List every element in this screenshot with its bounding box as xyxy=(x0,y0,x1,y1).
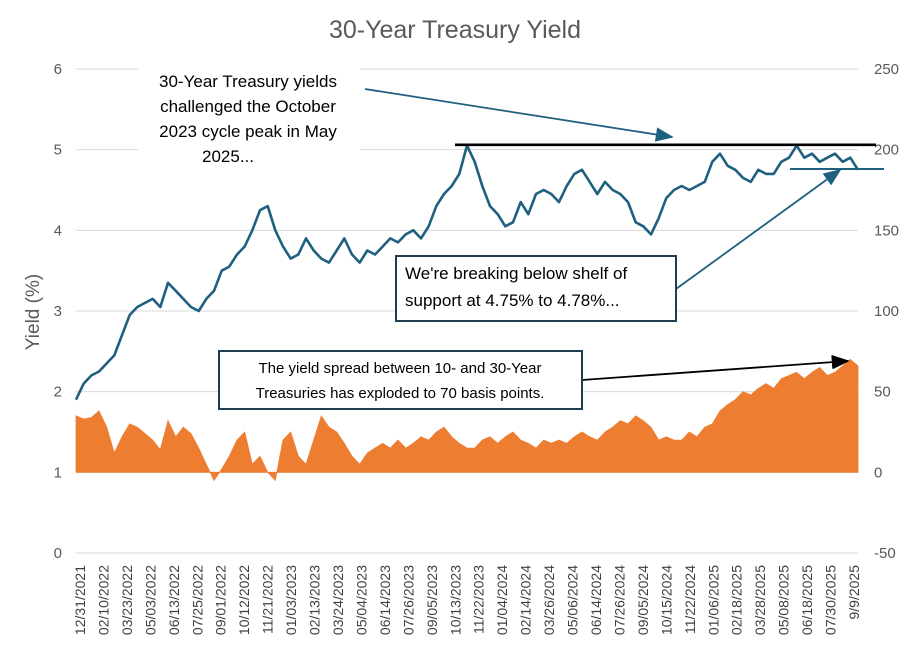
annotation-arrow-support xyxy=(675,168,842,290)
y2-tick-label: 200 xyxy=(874,142,899,159)
x-tick-label: 07/26/2024 xyxy=(611,565,627,635)
x-tick-label: 06/13/2022 xyxy=(166,565,182,635)
x-tick-label: 01/06/2025 xyxy=(705,565,721,635)
x-tick-label: 02/10/2022 xyxy=(95,565,111,635)
reference-lines xyxy=(455,143,884,171)
x-tick-label: 02/14/2024 xyxy=(518,565,534,635)
chart-title: 30-Year Treasury Yield xyxy=(329,16,581,44)
annotation-peak-line4: 2025... xyxy=(202,147,254,166)
spread-area-fill xyxy=(75,358,859,482)
x-tick-label: 07/25/2022 xyxy=(189,565,205,635)
x-tick-label: 12/31/2021 xyxy=(72,565,88,635)
x-tick-label: 09/05/2023 xyxy=(424,565,440,635)
x-tick-label: 05/03/2022 xyxy=(142,565,158,635)
annotation-arrow-spread xyxy=(581,354,850,381)
x-tick-label: 03/23/2022 xyxy=(119,565,135,635)
left-axis-ticks: 0 1 2 3 4 5 6 xyxy=(54,61,62,562)
y2-tick-label: 0 xyxy=(874,464,882,481)
y-tick-label: 5 xyxy=(54,142,62,159)
y-axis-label: Yield (%) xyxy=(23,274,44,350)
x-tick-label: 11/22/2024 xyxy=(682,565,698,634)
y2-tick-label: 100 xyxy=(874,303,899,320)
x-tick-label: 06/18/2025 xyxy=(799,565,815,635)
x-tick-label: 02/18/2025 xyxy=(729,565,745,635)
annotation-peak-line1: 30-Year Treasury yields xyxy=(159,72,337,91)
x-tick-label: 03/24/2023 xyxy=(330,565,346,635)
x-tick-label: 10/13/2023 xyxy=(447,565,463,635)
spread-area xyxy=(75,358,859,482)
annotation-spread-line2: Treasuries has exploded to 70 basis poin… xyxy=(256,385,545,402)
x-tick-label: 01/03/2023 xyxy=(283,565,299,635)
x-axis-ticks: 12/31/2021 02/10/2022 03/23/2022 05/03/2022… xyxy=(72,565,862,635)
x-tick-label: 03/26/2024 xyxy=(541,565,557,635)
x-tick-label: 05/06/2024 xyxy=(565,565,581,635)
annotation-peak-line3: 2023 cycle peak in May xyxy=(159,122,337,141)
x-tick-label: 03/28/2025 xyxy=(752,565,768,635)
x-tick-label: 01/04/2024 xyxy=(494,565,510,635)
x-tick-label: 07/26/2023 xyxy=(400,565,416,635)
annotation-support-line2: support at 4.75% to 4.78%... xyxy=(405,291,620,310)
y-tick-label: 0 xyxy=(54,545,62,562)
x-tick-label: 05/04/2023 xyxy=(353,565,369,635)
x-tick-label: 10/15/2024 xyxy=(658,565,674,635)
x-tick-label: 07/30/2025 xyxy=(823,565,839,635)
annotation-spread-line1: The yield spread between 10- and 30-Year xyxy=(259,360,542,377)
x-tick-label: 05/08/2025 xyxy=(776,565,792,635)
y-tick-label: 3 xyxy=(54,303,62,320)
y-tick-label: 4 xyxy=(54,222,62,239)
annotation-arrow-peak xyxy=(364,88,674,142)
annotation-support-line1: We're breaking below shelf of xyxy=(405,264,627,283)
x-tick-label: 09/05/2024 xyxy=(635,565,651,635)
right-axis-ticks: -50 0 50 100 150 200 250 xyxy=(874,61,899,562)
x-tick-label: 02/13/2023 xyxy=(307,565,323,635)
annotation-peak-line2: challenged the October xyxy=(160,97,336,116)
y-tick-label: 1 xyxy=(54,464,62,481)
y2-tick-label: 50 xyxy=(874,384,891,401)
y2-tick-label: -50 xyxy=(874,545,896,562)
x-tick-label: 10/12/2022 xyxy=(236,565,252,635)
annotation-box-support xyxy=(395,255,677,322)
x-tick-label: 11/22/2023 xyxy=(471,565,487,634)
annotation-box-spread xyxy=(218,350,583,410)
y-tick-label: 6 xyxy=(54,61,62,78)
x-tick-label: 09/01/2022 xyxy=(213,565,229,635)
x-tick-label: 11/21/2022 xyxy=(260,565,276,634)
annotation-box-peak xyxy=(138,66,360,170)
y-tick-label: 2 xyxy=(54,384,62,401)
y2-tick-label: 250 xyxy=(874,61,899,78)
x-tick-label: 9/9/2025 xyxy=(846,565,862,620)
x-tick-label: 06/14/2024 xyxy=(588,565,604,635)
x-tick-label: 06/14/2023 xyxy=(377,565,393,635)
y2-tick-label: 150 xyxy=(874,222,899,239)
